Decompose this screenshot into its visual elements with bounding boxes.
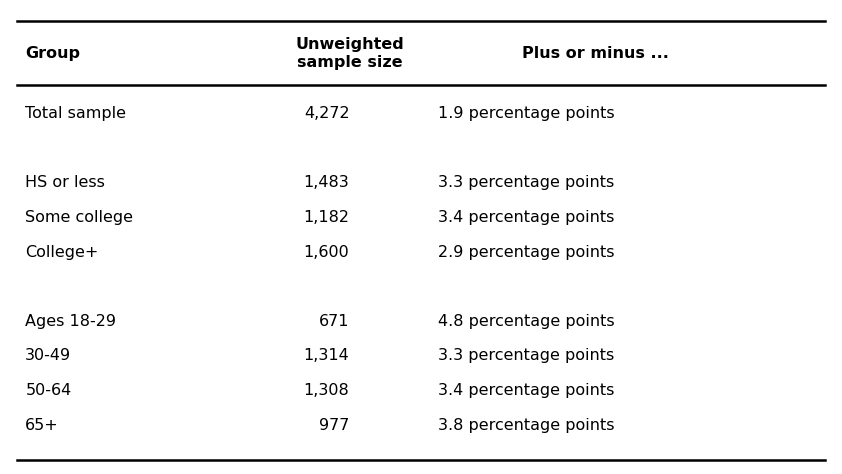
Text: Group: Group — [25, 46, 80, 61]
Text: Ages 18-29: Ages 18-29 — [25, 314, 116, 329]
Text: 4.8 percentage points: 4.8 percentage points — [438, 314, 615, 329]
Text: 1,600: 1,600 — [304, 245, 349, 260]
Text: HS or less: HS or less — [25, 175, 105, 191]
Text: 4,272: 4,272 — [304, 106, 349, 121]
Text: 671: 671 — [319, 314, 349, 329]
Text: Plus or minus ...: Plus or minus ... — [522, 46, 669, 61]
Text: 3.8 percentage points: 3.8 percentage points — [438, 418, 615, 433]
Text: 1,308: 1,308 — [304, 383, 349, 398]
Text: College+: College+ — [25, 245, 99, 260]
Text: 3.3 percentage points: 3.3 percentage points — [438, 175, 614, 191]
Text: Some college: Some college — [25, 210, 133, 225]
Text: 2.9 percentage points: 2.9 percentage points — [438, 245, 615, 260]
Text: 3.4 percentage points: 3.4 percentage points — [438, 383, 614, 398]
Text: 3.4 percentage points: 3.4 percentage points — [438, 210, 614, 225]
Text: Total sample: Total sample — [25, 106, 126, 121]
Text: 30-49: 30-49 — [25, 348, 72, 364]
Text: 1,182: 1,182 — [303, 210, 349, 225]
Text: 50-64: 50-64 — [25, 383, 72, 398]
Text: Unweighted
sample size: Unweighted sample size — [295, 37, 404, 70]
Text: 1,483: 1,483 — [304, 175, 349, 191]
Text: 977: 977 — [319, 418, 349, 433]
Text: 1,314: 1,314 — [304, 348, 349, 364]
Text: 65+: 65+ — [25, 418, 59, 433]
Text: 1.9 percentage points: 1.9 percentage points — [438, 106, 615, 121]
Text: 3.3 percentage points: 3.3 percentage points — [438, 348, 614, 364]
